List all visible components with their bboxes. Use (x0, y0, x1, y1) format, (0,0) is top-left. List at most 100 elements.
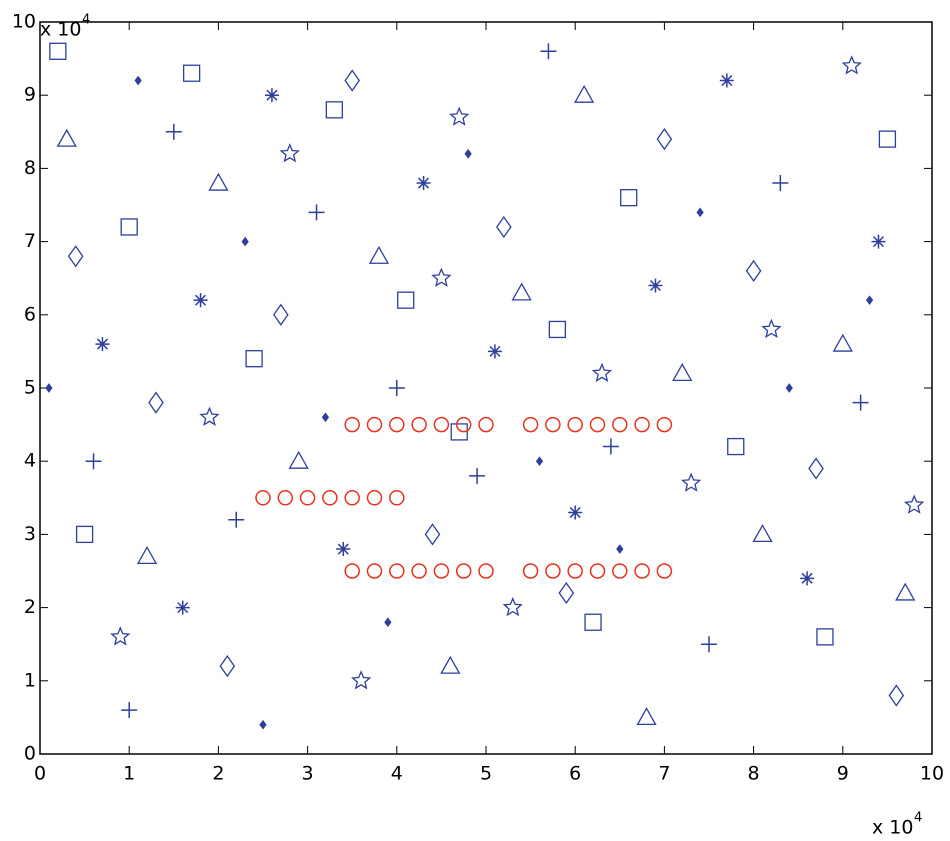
marker-circle (656, 563, 673, 579)
marker-diamond (219, 655, 236, 678)
marker-circle (299, 490, 316, 506)
x-tick-label: 10 (920, 763, 944, 785)
y-tick-label: 6 (24, 303, 36, 325)
marker-circle (389, 416, 405, 433)
marker-diamond (745, 259, 762, 283)
marker-plus (165, 123, 182, 140)
marker-square (620, 189, 638, 207)
marker-circle (634, 563, 650, 579)
marker-triangle (56, 128, 77, 147)
marker-circle (344, 490, 360, 506)
marker-circle (366, 563, 383, 579)
marker-plus (308, 204, 325, 221)
y-tick-label: 0 (24, 743, 36, 765)
marker-star (841, 55, 862, 75)
marker-square (49, 42, 67, 60)
y-tick-label: 3 (24, 523, 36, 545)
marker-star (351, 670, 372, 690)
x-tick-label: 0 (34, 763, 46, 785)
marker-star (279, 143, 300, 163)
x-tick-label: 3 (302, 763, 314, 785)
marker-plus (701, 636, 717, 653)
marker-asterisk (193, 293, 208, 308)
marker-asterisk (416, 176, 431, 191)
marker-circle (455, 416, 472, 433)
y-tick-label: 4 (24, 450, 36, 472)
marker-circle (322, 490, 338, 506)
x-tick-label: 4 (391, 763, 403, 785)
marker-dot (865, 295, 874, 305)
marker-plus (85, 453, 102, 470)
y-tick-label: 7 (24, 230, 36, 252)
marker-square (548, 320, 567, 339)
marker-circle (656, 416, 673, 433)
y-exponent: 4 (82, 13, 90, 28)
marker-triangle (288, 450, 309, 469)
marker-circle (366, 416, 383, 433)
x-exponent: 4 (914, 811, 922, 826)
marker-plus (602, 438, 619, 455)
marker-circle (366, 490, 383, 506)
marker-star (449, 106, 470, 126)
marker-diamond (424, 523, 441, 546)
marker-circle (411, 563, 427, 579)
y-tick-label: 8 (24, 157, 36, 179)
y-tick-label: 2 (24, 596, 36, 618)
marker-triangle (752, 524, 773, 543)
marker-circle (433, 416, 450, 433)
marker-circle (589, 563, 606, 579)
marker-triangle (895, 582, 916, 601)
marker-dot (259, 719, 267, 730)
x-tick-label: 2 (212, 763, 224, 785)
marker-dot (134, 75, 142, 86)
marker-plus (540, 43, 557, 60)
marker-circle (455, 563, 472, 579)
marker-triangle (368, 245, 390, 264)
marker-diamond (148, 391, 164, 414)
marker-triangle (574, 84, 595, 103)
marker-square (727, 437, 745, 456)
marker-dot (321, 412, 330, 423)
marker-circle (567, 563, 583, 579)
x-tick-label: 7 (658, 763, 670, 785)
marker-asterisk (871, 234, 886, 249)
marker-asterisk (264, 88, 279, 103)
marker-dot (45, 383, 53, 393)
marker-circle (411, 416, 427, 433)
marker-asterisk (800, 571, 815, 586)
marker-dot (616, 544, 624, 554)
marker-asterisk (568, 505, 583, 520)
marker-circle (344, 563, 360, 579)
marker-diamond (888, 684, 905, 707)
x-tick-label: 5 (480, 763, 492, 785)
marker-square (584, 613, 602, 631)
marker-circle (522, 563, 539, 579)
x-multiplier: x 10 (872, 817, 913, 839)
marker-diamond (496, 215, 512, 239)
y-tick-label: 5 (24, 377, 36, 399)
marker-circle (478, 563, 494, 579)
marker-diamond (344, 69, 360, 92)
y-multiplier: x 10 (40, 19, 81, 41)
marker-diamond (558, 581, 575, 605)
plot-area (39, 21, 933, 755)
marker-square (325, 101, 344, 119)
marker-square (397, 291, 415, 309)
marker-triangle (832, 333, 853, 352)
marker-plus (469, 467, 486, 484)
marker-triangle (136, 546, 158, 565)
marker-dot (464, 148, 472, 159)
marker-star (110, 626, 131, 646)
marker-circle (589, 416, 606, 433)
marker-dot (384, 617, 392, 628)
marker-dot (696, 207, 704, 218)
marker-circle (389, 490, 405, 506)
y-tick-label: 10 (12, 11, 36, 33)
marker-star (591, 362, 613, 382)
marker-plus (852, 394, 869, 411)
marker-circle (389, 563, 405, 579)
marker-diamond (808, 457, 824, 480)
y-tick-label: 9 (24, 84, 36, 106)
marker-circle (634, 416, 650, 433)
